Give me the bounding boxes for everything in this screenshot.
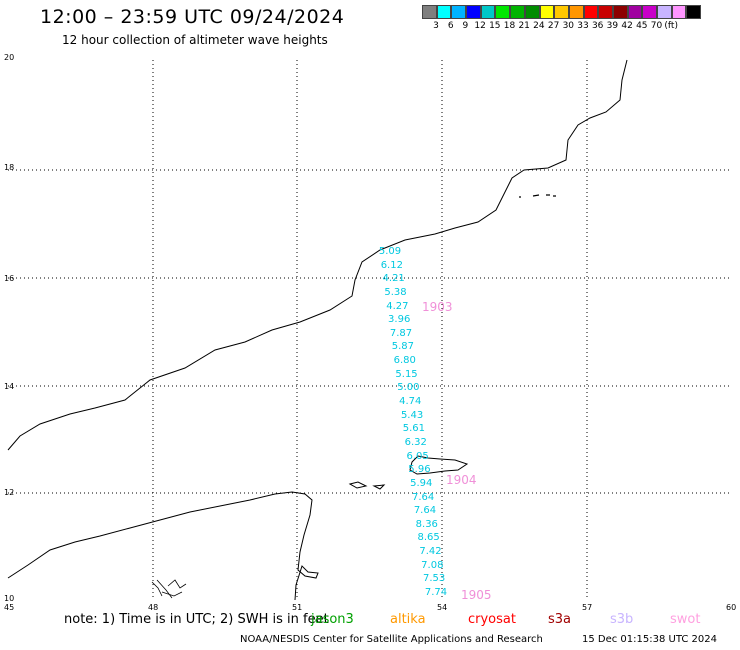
- colorbar-label: 27: [547, 21, 560, 31]
- satellite-legend-altika: altika: [390, 612, 426, 627]
- swh-value: 4.74: [399, 396, 422, 408]
- colorbar-label: 21: [518, 21, 530, 31]
- colorbar-label: 33: [577, 21, 589, 31]
- swh-value: 7.64: [411, 491, 435, 503]
- map-subtitle: 12 hour collection of altimeter wave hei…: [62, 33, 328, 47]
- swh-value: 3.96: [388, 314, 411, 326]
- pass-label: 1903: [422, 300, 453, 314]
- colorbar-label: 12: [474, 21, 486, 31]
- x-tick-label: 60: [726, 603, 736, 612]
- pass-label: 1904: [446, 473, 477, 487]
- swh-value: 6.80: [393, 355, 416, 367]
- x-tick-label: 54: [437, 603, 447, 612]
- swh-value: 8.65: [417, 532, 440, 544]
- colorbar-swatch: [554, 5, 569, 19]
- colorbar-label: 39: [606, 21, 619, 31]
- island-socotra: [409, 455, 469, 475]
- colorbar-swatch: [466, 5, 481, 19]
- colorbar-swatch: [436, 5, 452, 19]
- graticule: [8, 60, 732, 600]
- satellite-legend-jason3: jason3: [311, 612, 354, 627]
- footer-note: note: 1) Time is in UTC; 2) SWH is in fe…: [64, 612, 329, 627]
- swh-value: 7.87: [389, 327, 413, 339]
- islands-kuria-muria: [519, 194, 556, 198]
- colorbar-swatch: [627, 5, 643, 19]
- swh-value: 5.38: [384, 286, 407, 298]
- satellite-legend-swot: swot: [670, 612, 701, 627]
- satellite-legend-s3b: s3b: [610, 612, 634, 627]
- colorbar-swatch: [568, 5, 584, 19]
- colorbar-swatch: [612, 5, 628, 19]
- swh-value: 7.53: [423, 573, 446, 585]
- coastline-africa: [7, 491, 319, 601]
- y-tick-label: 10: [4, 594, 14, 603]
- colorbar-label: 70: [650, 21, 663, 31]
- y-tick-label: 14: [4, 382, 14, 391]
- swh-value: 4.27: [386, 300, 409, 312]
- colorbar-swatch: [539, 5, 555, 19]
- swh-value: 8.36: [415, 518, 438, 530]
- y-tick-label: 18: [4, 163, 14, 172]
- swh-value: 5.09: [378, 246, 402, 257]
- colorbar-swatch: [583, 5, 599, 19]
- swh-value: 5.94: [410, 477, 433, 489]
- generated-timestamp: 15 Dec 01:15:38 UTC 2024: [582, 634, 717, 645]
- swh-value: 6.05: [406, 450, 429, 462]
- islands-somali-coast: [151, 579, 187, 599]
- coastline-arabia: [7, 59, 628, 451]
- colorbar-label: 30: [562, 21, 575, 31]
- map-title: 12:00 – 23:59 UTC 09/24/2024: [40, 6, 345, 28]
- colorbar-label: 42: [621, 21, 633, 31]
- y-tick-label: 20: [4, 53, 14, 62]
- colorbar-swatch: [422, 5, 437, 19]
- colorbar-swatch: [495, 5, 511, 19]
- credit-line: NOAA/NESDIS Center for Satellite Applica…: [240, 634, 543, 645]
- pass-label: 1905: [461, 588, 492, 602]
- colorbar-swatch: [524, 5, 540, 19]
- x-tick-label: 48: [148, 603, 158, 612]
- swh-value: 5.61: [402, 423, 426, 435]
- colorbar-swatch: [642, 5, 657, 19]
- colorbar-swatch: [510, 5, 525, 19]
- swh-value: 5.87: [391, 341, 414, 353]
- y-tick-label: 16: [4, 274, 14, 283]
- swh-value: 4.21: [382, 273, 405, 285]
- satellite-legend-s3a: s3a: [548, 612, 572, 627]
- y-axis-ticks: 20 18 16 14 12 10: [4, 53, 14, 603]
- colorbar-label: 6: [447, 21, 454, 31]
- satellite-legend-cryosat: cryosat: [468, 612, 516, 627]
- colorbar-swatch: [480, 5, 496, 19]
- colorbar-label: 3: [433, 21, 439, 31]
- y-tick-label: 12: [4, 488, 14, 497]
- swh-value: 7.64: [413, 505, 437, 517]
- swh-value: 7.74: [424, 587, 448, 598]
- x-tick-label: 51: [292, 603, 302, 612]
- x-tick-label: 57: [582, 603, 592, 612]
- x-tick-label: 45: [4, 603, 14, 612]
- colorbar-label: 18: [503, 21, 516, 31]
- swh-value: 7.42: [419, 546, 442, 558]
- island-abd-al-kuri: [348, 481, 386, 490]
- colorbar-label: 45: [636, 21, 648, 31]
- swh-value: 5.96: [408, 464, 431, 476]
- colorbar-swatch: [657, 5, 672, 19]
- swh-value: 5.43: [400, 409, 424, 421]
- colorbar-label: 36: [591, 21, 604, 31]
- colorbar-swatch: [671, 5, 687, 19]
- colorbar-label: 15: [489, 21, 501, 31]
- colorbar-label: (ft): [664, 21, 678, 31]
- colorbar-legend: [422, 5, 702, 19]
- colorbar-label: 24: [533, 21, 545, 31]
- swh-value: 6.12: [380, 259, 403, 271]
- swh-value: 5.15: [395, 368, 418, 380]
- colorbar-label: 9: [462, 21, 469, 31]
- colorbar-swatch: [451, 5, 467, 19]
- swh-value: 6.32: [404, 436, 427, 448]
- colorbar-swatch: [686, 5, 702, 19]
- swh-value: 7.08: [421, 559, 444, 571]
- colorbar-swatch: [598, 5, 613, 19]
- swh-value: 5.00: [397, 382, 420, 394]
- x-axis-ticks: 45 48 51 54 57 60: [4, 603, 736, 612]
